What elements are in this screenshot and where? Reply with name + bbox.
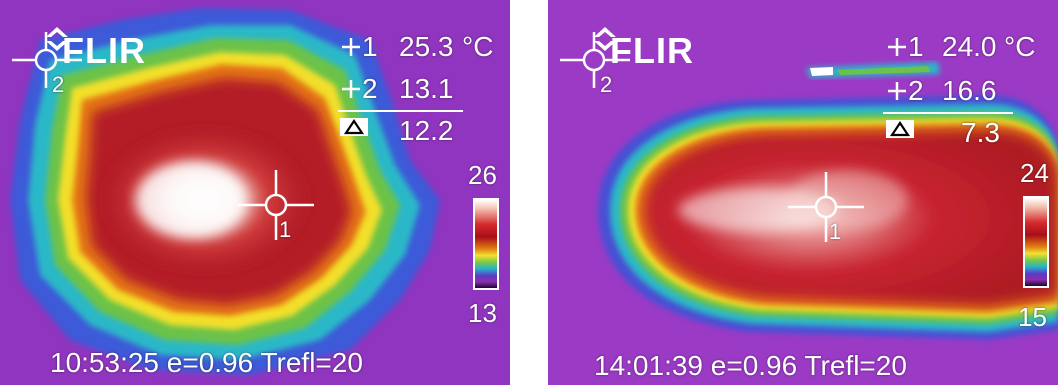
flir-logo-icon xyxy=(594,27,616,51)
spot-2-icon xyxy=(888,82,906,100)
scale-max: 24 xyxy=(1020,158,1049,188)
scale-min: 15 xyxy=(1018,302,1047,332)
delta-icon xyxy=(340,118,368,136)
spot-1-value: 25.3 xyxy=(399,31,454,62)
thermal-heatmap-right xyxy=(548,0,1058,385)
delta-value: 7.3 xyxy=(961,117,1000,148)
crosshair-1-label: 1 xyxy=(829,219,842,244)
thermal-heatmap-left xyxy=(0,0,510,385)
thermal-image-right: FLIR 2 1 24.0 °C 2 16.6 7.3 24 15 1 14:0… xyxy=(548,0,1058,385)
delta-icon xyxy=(886,120,914,138)
spot-1-icon xyxy=(342,38,360,56)
spot-2-value: 13.1 xyxy=(399,73,454,104)
crosshair-2-icon xyxy=(560,32,630,88)
spot-2-value: 16.6 xyxy=(942,75,997,106)
crosshair-1-icon xyxy=(238,170,314,240)
spot-1-label: 1 xyxy=(908,31,924,62)
spot-2-label: 2 xyxy=(362,73,378,104)
crosshair-2-label: 2 xyxy=(600,72,613,97)
crosshair-1-icon xyxy=(788,172,864,242)
delta-divider xyxy=(883,112,1013,114)
flir-logo: FLIR xyxy=(610,30,694,71)
crosshair-1-label: 1 xyxy=(279,217,292,242)
status-footer: 10:53:25 e=0.96 Trefl=20 xyxy=(50,347,363,378)
delta-value: 12.2 xyxy=(399,115,454,146)
color-scale-bar xyxy=(473,198,499,290)
spot-2-label: 2 xyxy=(908,75,924,106)
flir-logo-icon xyxy=(46,27,68,51)
spot-1-label: 1 xyxy=(362,31,378,62)
thermal-image-left: FLIR 2 1 25.3 °C 2 13.1 12.2 26 13 1 10:… xyxy=(0,0,510,385)
spot-2-icon xyxy=(342,80,360,98)
spot-1-icon xyxy=(888,38,906,56)
color-scale-bar xyxy=(1023,196,1049,288)
status-footer: 14:01:39 e=0.96 Trefl=20 xyxy=(594,350,907,381)
delta-divider xyxy=(338,110,463,112)
crosshair-2-label: 2 xyxy=(52,72,65,97)
crosshair-2-icon xyxy=(12,32,82,88)
temperature-unit: °C xyxy=(462,31,494,62)
temperature-unit: °C xyxy=(1004,31,1036,62)
scale-min: 13 xyxy=(468,298,497,328)
scale-max: 26 xyxy=(468,160,497,190)
flir-logo: FLIR xyxy=(62,30,146,71)
spot-1-value: 24.0 xyxy=(942,31,997,62)
